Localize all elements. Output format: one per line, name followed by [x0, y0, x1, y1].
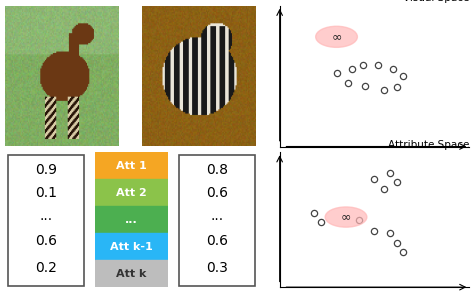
Bar [95, 179, 168, 206]
FancyBboxPatch shape [8, 155, 84, 286]
Text: Att k-1: Att k-1 [110, 242, 153, 252]
Text: Attribute Space: Attribute Space [388, 140, 469, 150]
Text: 0.3: 0.3 [206, 261, 228, 275]
Text: Att k: Att k [116, 269, 147, 279]
Bar [95, 206, 168, 233]
Text: $\infty$: $\infty$ [340, 211, 352, 224]
Bar [95, 233, 168, 260]
Text: 0.8: 0.8 [206, 163, 228, 177]
Bar [95, 260, 168, 287]
Text: 0.6: 0.6 [206, 186, 228, 200]
Text: 0.6: 0.6 [206, 234, 228, 248]
Text: Visual Space: Visual Space [403, 0, 469, 3]
Text: ...: ... [210, 209, 223, 223]
Bar [95, 152, 168, 179]
Text: ...: ... [40, 209, 53, 223]
Text: Att 1: Att 1 [116, 161, 147, 171]
Text: ...: ... [125, 215, 138, 225]
Text: 0.1: 0.1 [35, 186, 57, 200]
Ellipse shape [325, 207, 367, 227]
Text: 0.2: 0.2 [35, 261, 57, 275]
Text: 0.6: 0.6 [35, 234, 57, 248]
Text: Att 2: Att 2 [116, 188, 147, 198]
Ellipse shape [316, 26, 357, 47]
Text: $\infty$: $\infty$ [331, 30, 342, 43]
Text: 0.9: 0.9 [35, 163, 57, 177]
FancyBboxPatch shape [179, 155, 255, 286]
